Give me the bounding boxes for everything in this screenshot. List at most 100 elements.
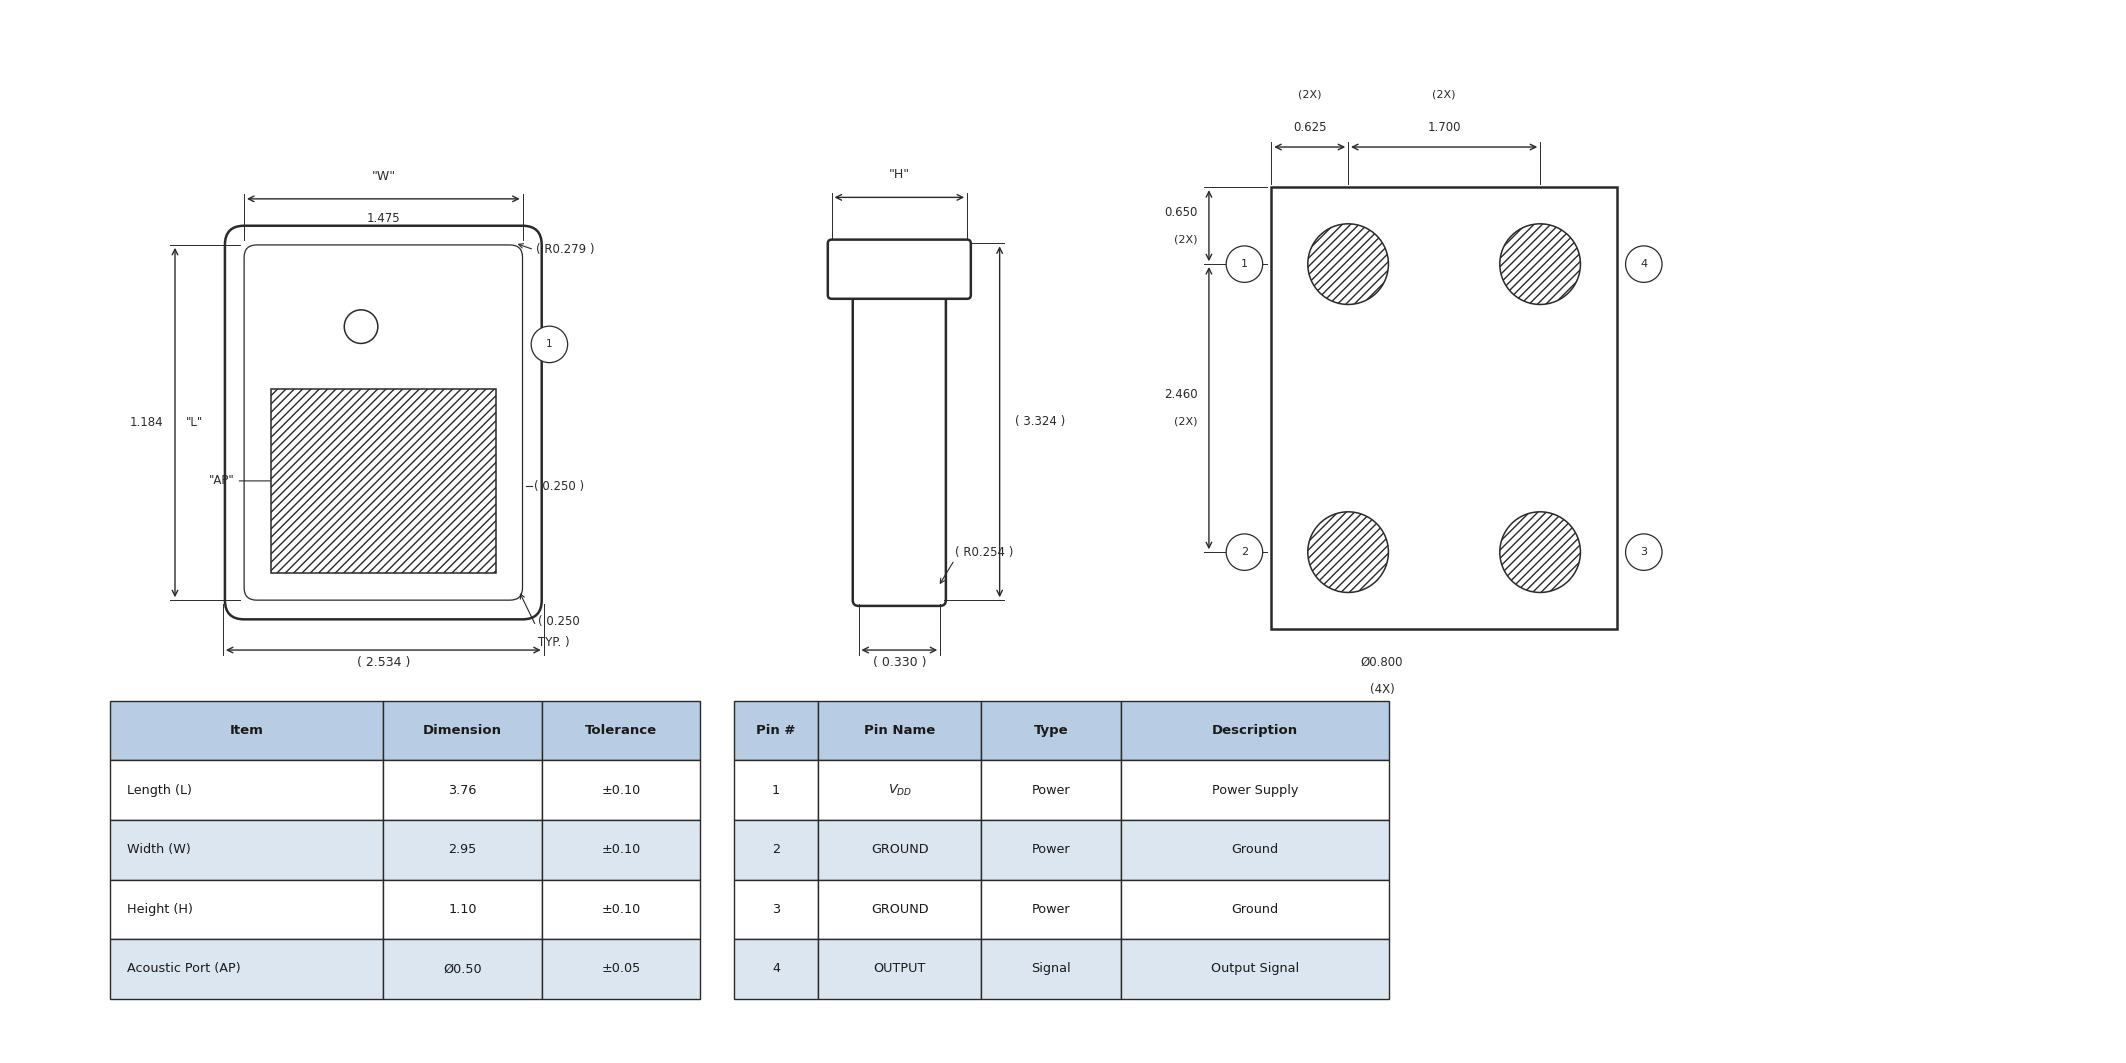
- Text: 2: 2: [772, 843, 780, 856]
- Bar: [733, 939, 819, 998]
- Text: "L": "L": [185, 416, 202, 429]
- Text: ±0.10: ±0.10: [602, 843, 640, 856]
- Text: Pin #: Pin #: [757, 724, 795, 738]
- Circle shape: [1227, 534, 1263, 571]
- Text: 3: 3: [1641, 547, 1648, 557]
- Bar: [111, 939, 383, 998]
- Circle shape: [1307, 511, 1388, 592]
- Bar: [542, 820, 699, 879]
- Text: Pin Name: Pin Name: [863, 724, 935, 738]
- Text: (2X): (2X): [1299, 89, 1322, 99]
- Bar: [819, 879, 982, 939]
- Text: ±0.10: ±0.10: [602, 902, 640, 915]
- Text: 1.475: 1.475: [366, 213, 400, 225]
- Text: Type: Type: [1033, 724, 1067, 738]
- Text: ( 0.250 ): ( 0.250 ): [534, 480, 585, 493]
- Bar: [733, 820, 819, 879]
- Text: Power: Power: [1031, 843, 1069, 856]
- Circle shape: [1626, 534, 1663, 571]
- Bar: [542, 760, 699, 820]
- Bar: [111, 701, 383, 760]
- Bar: [111, 879, 383, 939]
- Text: Ground: Ground: [1231, 843, 1278, 856]
- Bar: [982, 760, 1120, 820]
- Text: TYP. ): TYP. ): [538, 636, 570, 648]
- FancyBboxPatch shape: [225, 225, 542, 620]
- Bar: [733, 879, 819, 939]
- Circle shape: [1626, 246, 1663, 283]
- Text: Item: Item: [230, 724, 264, 738]
- Bar: [1271, 187, 1618, 629]
- Text: GROUND: GROUND: [872, 843, 929, 856]
- Text: Acoustic Port (AP): Acoustic Port (AP): [128, 962, 240, 975]
- Text: 1.10: 1.10: [449, 902, 476, 915]
- Text: ±0.10: ±0.10: [602, 783, 640, 797]
- Text: 2.460: 2.460: [1163, 388, 1197, 401]
- Text: ±0.05: ±0.05: [602, 962, 640, 975]
- FancyBboxPatch shape: [827, 239, 972, 299]
- Bar: [383, 939, 542, 998]
- Bar: [982, 701, 1120, 760]
- Text: Dimension: Dimension: [423, 724, 502, 738]
- Bar: [1120, 760, 1390, 820]
- Text: Ø0.800: Ø0.800: [1361, 656, 1403, 669]
- Bar: [1120, 879, 1390, 939]
- Text: Power Supply: Power Supply: [1212, 783, 1299, 797]
- Bar: [1120, 701, 1390, 760]
- Text: Ø0.50: Ø0.50: [442, 962, 483, 975]
- Text: ( 0.330 ): ( 0.330 ): [872, 656, 927, 669]
- Bar: [383, 820, 542, 879]
- Text: "H": "H": [889, 168, 910, 181]
- Text: Power: Power: [1031, 902, 1069, 915]
- Text: 2: 2: [1242, 547, 1248, 557]
- Text: 4: 4: [772, 962, 780, 975]
- Bar: [383, 760, 542, 820]
- Text: ( R0.254 ): ( R0.254 ): [955, 545, 1014, 559]
- Text: ( 2.534 ): ( 2.534 ): [357, 656, 410, 669]
- Text: 1: 1: [546, 339, 553, 350]
- Text: Ground: Ground: [1231, 902, 1278, 915]
- Text: Description: Description: [1212, 724, 1299, 738]
- Text: 1.700: 1.700: [1427, 120, 1461, 134]
- Text: ( 0.250: ( 0.250: [538, 614, 580, 628]
- Bar: [1120, 820, 1390, 879]
- Text: Tolerance: Tolerance: [585, 724, 657, 738]
- Text: "W": "W": [372, 169, 395, 183]
- Text: GROUND: GROUND: [872, 902, 929, 915]
- Bar: [982, 879, 1120, 939]
- Circle shape: [344, 309, 378, 343]
- Bar: [819, 820, 982, 879]
- Text: ( 3.324 ): ( 3.324 ): [1014, 416, 1065, 428]
- Text: 1.184: 1.184: [130, 416, 164, 429]
- Text: Width (W): Width (W): [128, 843, 191, 856]
- Bar: [111, 820, 383, 879]
- Bar: [819, 760, 982, 820]
- Text: 3.76: 3.76: [449, 783, 476, 797]
- Text: (4X): (4X): [1369, 682, 1395, 695]
- Bar: [819, 939, 982, 998]
- Circle shape: [1499, 511, 1580, 592]
- Text: (2X): (2X): [1174, 417, 1197, 426]
- Text: 2.95: 2.95: [449, 843, 476, 856]
- Text: Length (L): Length (L): [128, 783, 191, 797]
- Bar: [111, 760, 383, 820]
- Text: Output Signal: Output Signal: [1212, 962, 1299, 975]
- Text: 3: 3: [772, 902, 780, 915]
- Text: 0.650: 0.650: [1165, 206, 1197, 219]
- Text: 1: 1: [772, 783, 780, 797]
- Text: $V_{DD}$: $V_{DD}$: [889, 782, 912, 797]
- Text: (2X): (2X): [1433, 89, 1456, 99]
- Bar: [733, 760, 819, 820]
- Text: Power: Power: [1031, 783, 1069, 797]
- Text: Signal: Signal: [1031, 962, 1072, 975]
- Text: 4: 4: [1641, 259, 1648, 269]
- Bar: [542, 701, 699, 760]
- Circle shape: [1227, 246, 1263, 283]
- Text: (2X): (2X): [1174, 234, 1197, 244]
- Bar: [1120, 939, 1390, 998]
- Circle shape: [1307, 224, 1388, 304]
- Text: Height (H): Height (H): [128, 902, 193, 915]
- Bar: [733, 701, 819, 760]
- Bar: [982, 939, 1120, 998]
- Bar: [819, 701, 982, 760]
